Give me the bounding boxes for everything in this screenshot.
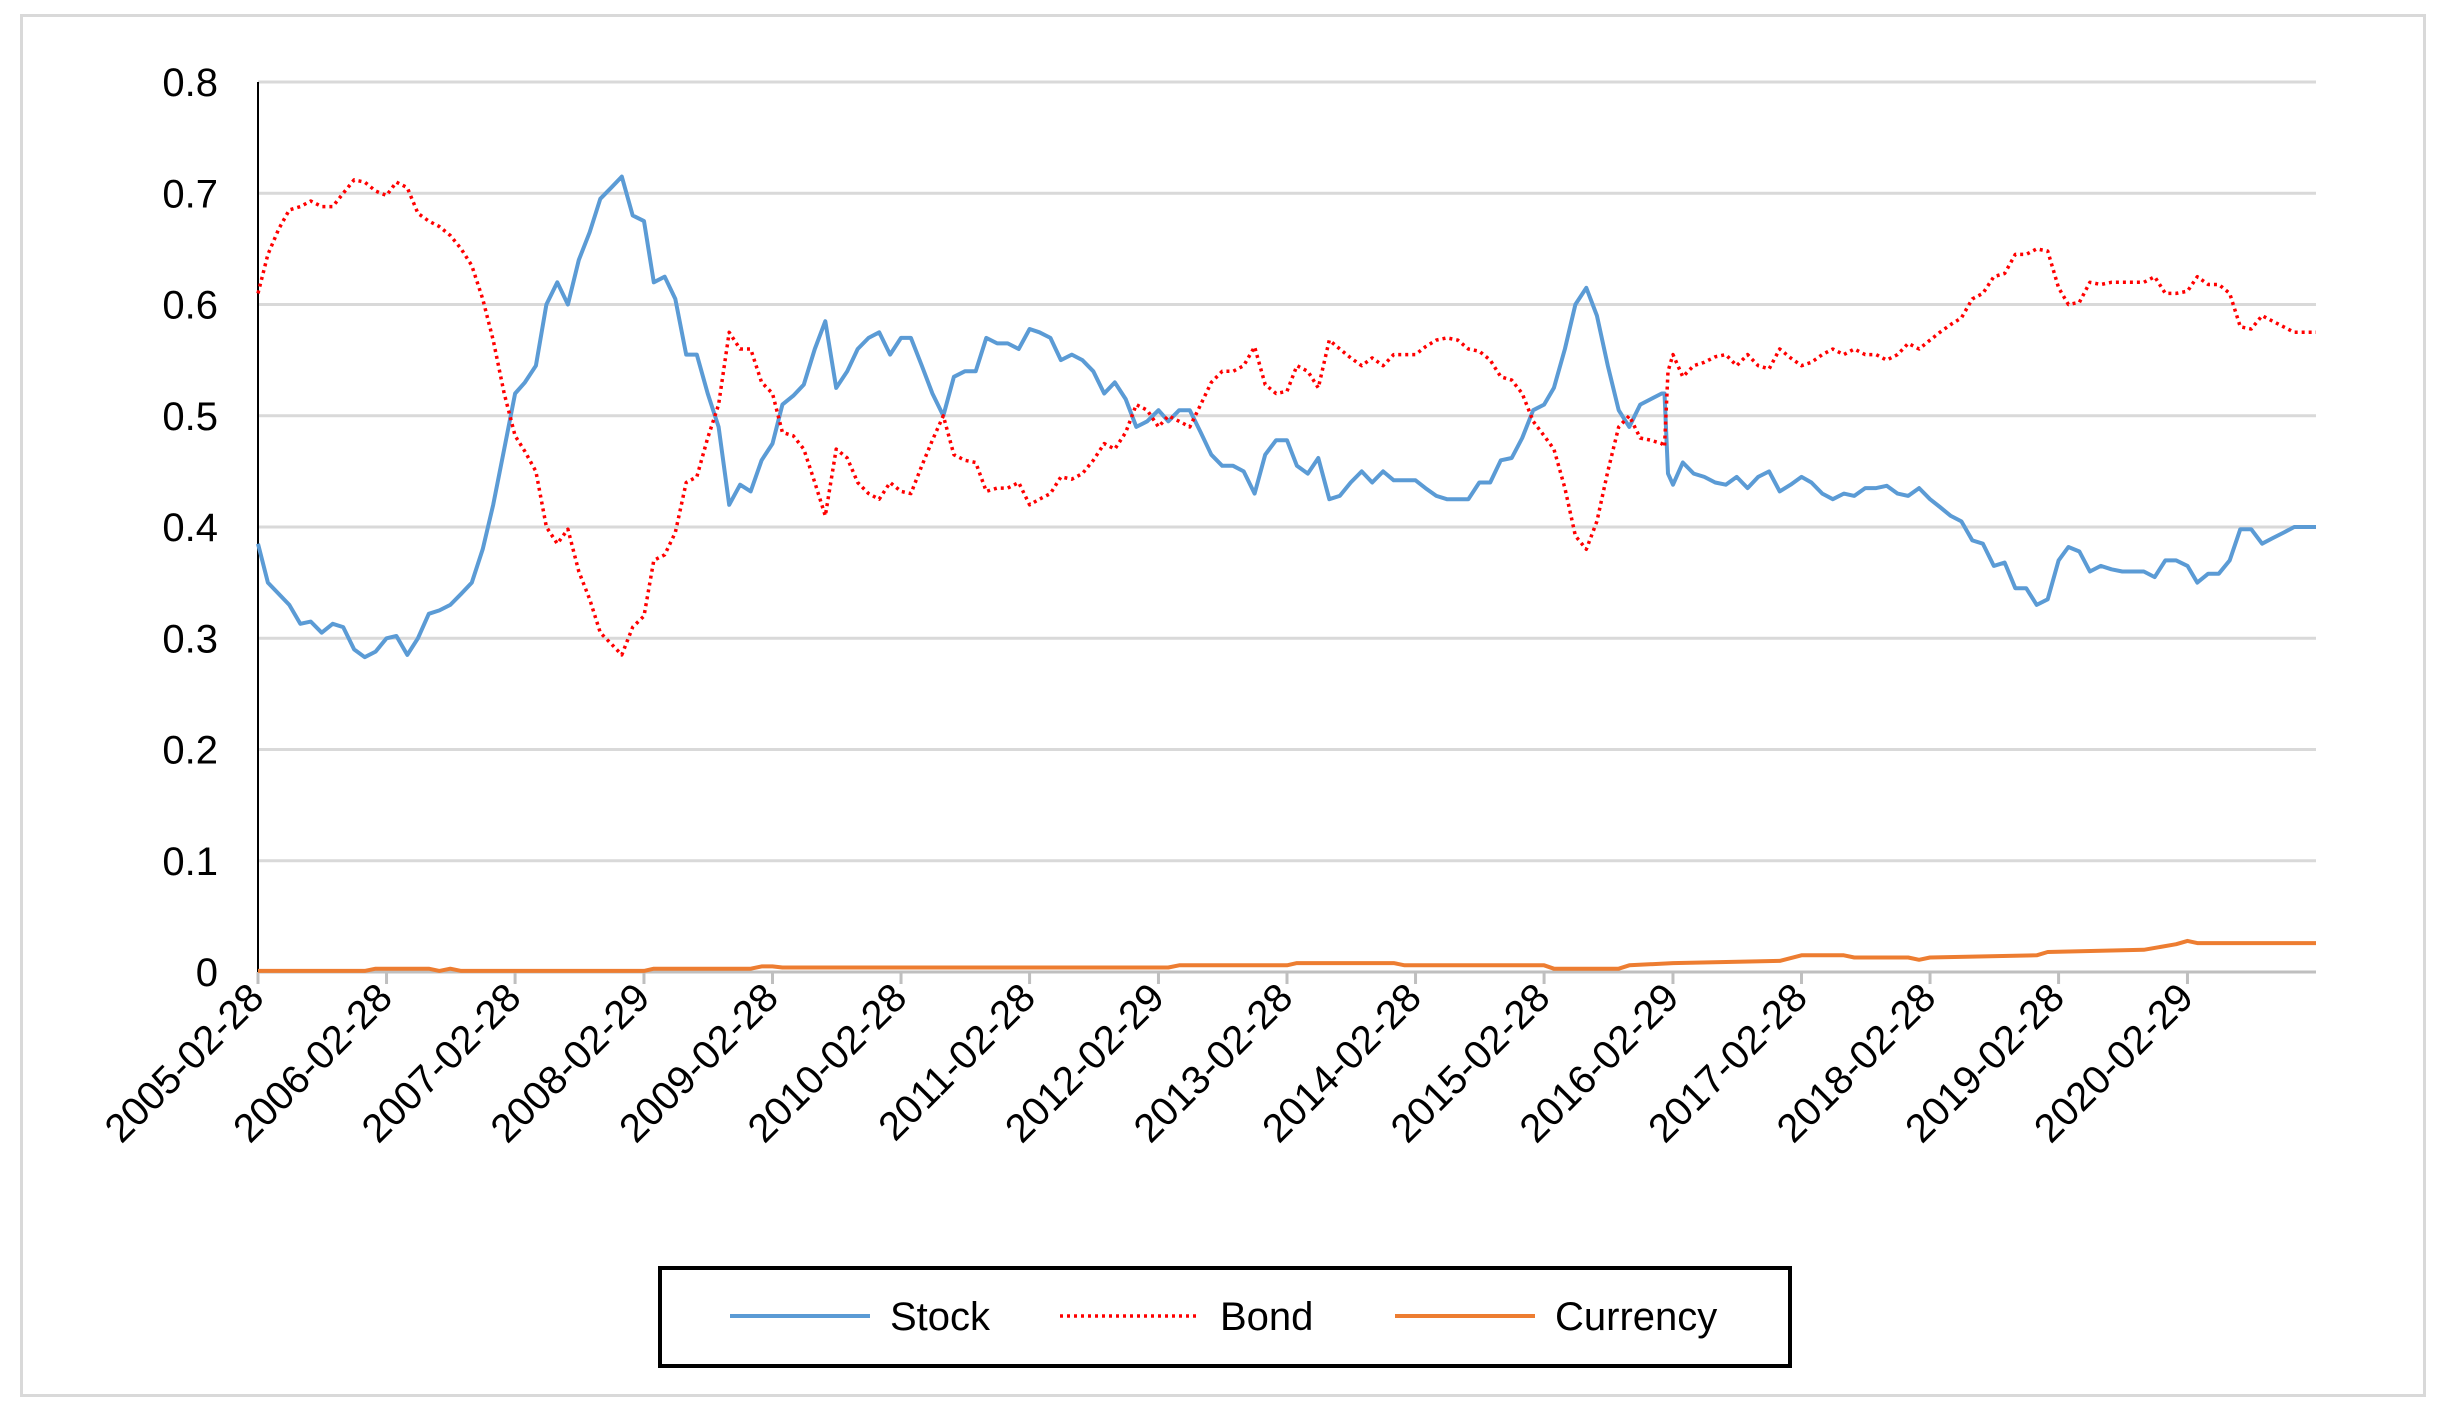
legend-label-currency: Currency bbox=[1555, 1295, 1717, 1339]
legend-label-bond: Bond bbox=[1220, 1295, 1313, 1339]
legend: Stock Bond Currency bbox=[658, 1266, 1792, 1368]
series-line-bond bbox=[256, 178, 2316, 657]
y-tick-label: 0.1 bbox=[162, 840, 218, 884]
y-axis-tick-labels: 0 0.1 0.2 0.3 0.4 0.5 0.6 0.7 0.8 bbox=[162, 61, 218, 995]
y-tick-label: 0.7 bbox=[162, 172, 218, 216]
series-lines bbox=[256, 174, 2316, 973]
y-tick-label: 0.2 bbox=[162, 729, 218, 773]
y-tick-label: 0.5 bbox=[162, 395, 218, 439]
axes bbox=[256, 82, 2316, 984]
series-line-stock bbox=[256, 174, 2316, 660]
x-axis-tick-labels: 2005-02-282006-02-282007-02-282008-02-29… bbox=[97, 975, 2202, 1151]
gridlines bbox=[258, 80, 2316, 863]
y-tick-label: 0.8 bbox=[162, 61, 218, 105]
y-tick-label: 0.4 bbox=[162, 506, 218, 550]
series-line-currency bbox=[258, 938, 2316, 973]
legend-label-stock: Stock bbox=[890, 1295, 991, 1339]
y-tick-label: 0.3 bbox=[162, 617, 218, 661]
y-tick-label: 0 bbox=[196, 951, 218, 995]
y-tick-label: 0.6 bbox=[162, 284, 218, 328]
chart-frame bbox=[20, 14, 2426, 1397]
